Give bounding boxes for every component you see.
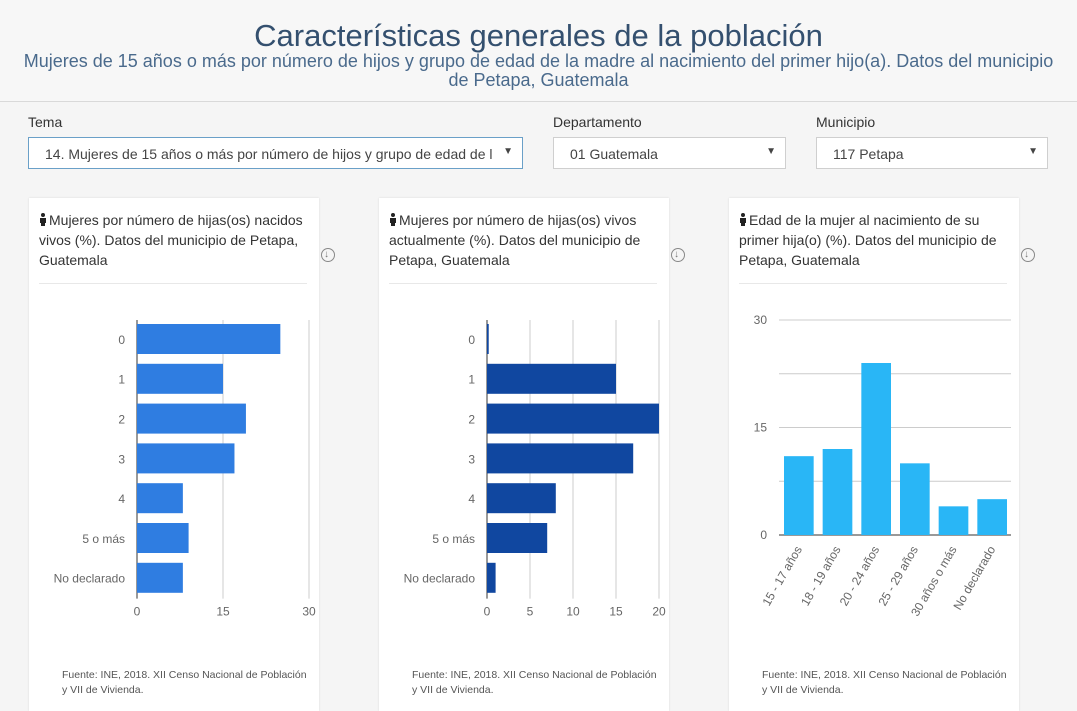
bar [137,363,223,394]
download-icon[interactable]: ↓ [671,248,685,262]
bar [977,499,1007,535]
tick-label: 15 [609,605,623,619]
category-label: No declarado [54,572,126,586]
category-label: 20 - 24 años [837,544,882,609]
divider [39,283,307,284]
category-label: No declarado [404,572,476,586]
tick-label: 0 [134,605,141,619]
tick-label: 15 [216,605,230,619]
divider [739,283,1007,284]
bar [137,403,246,434]
category-label: 3 [118,452,125,466]
category-label: 5 o más [82,532,125,546]
bar [900,463,930,535]
category-label: 4 [468,492,475,506]
tick-label: 15 [754,421,768,435]
chart-title: Mujeres por número de hijas(os) nacidos … [39,212,303,268]
bar [137,562,183,593]
source-note: Fuente: INE, 2018. XII Censo Nacional de… [412,669,657,696]
chart-card-hijos-vivos: Mujeres por número de hijas(os) vivos ac… [379,198,685,711]
tema-select[interactable]: 14. Mujeres de 15 años o más por número … [28,137,523,169]
caret-down-icon: ▼ [1028,146,1038,157]
tick-label: 30 [302,605,316,619]
bar [487,562,496,593]
woman-icon [39,213,46,226]
bar [487,483,556,514]
bar [822,449,853,535]
tick-label: 5 [527,605,534,619]
departamento-select[interactable]: 01 Guatemala ▼ [553,137,786,169]
tema-value: 14. Mujeres de 15 años o más por número … [45,146,493,162]
tick-label: 30 [754,313,768,327]
bar [938,506,969,535]
bar [137,324,281,354]
chart-2-svg: 0 5 10 15 20 0 1 2 3 4 5 o más No declarado [404,320,666,619]
page-title: Características generales de la població… [254,18,823,53]
source-note: Fuente: INE, 2018. XII Censo Nacional de… [762,669,1007,696]
category-label: 18 - 19 años [798,544,843,609]
chart-card-hijos-nacidos: Mujeres por número de hijas(os) nacidos … [29,198,335,711]
tick-label: 0 [760,528,767,542]
category-label: 0 [118,333,125,347]
category-label: 2 [468,413,475,427]
chart-card-edad-primer-hijo: Edad de la mujer al nacimiento de su pri… [729,198,1035,711]
caret-down-icon: ▼ [766,146,776,157]
category-label: 1 [468,373,475,387]
chart-1-svg: 0 15 30 0 1 2 3 4 5 o más No declarado [54,320,316,619]
departamento-label: Departamento [553,114,642,130]
page-subtitle: Mujeres de 15 años o más por número de h… [23,51,1054,90]
bar [137,443,235,474]
bar [487,443,634,474]
download-icon[interactable]: ↓ [1021,248,1035,262]
category-label: 2 [118,413,125,427]
category-label: 5 o más [432,532,475,546]
bar [137,483,183,514]
municipio-select[interactable]: 117 Petapa ▼ [816,137,1048,169]
bar [487,523,548,553]
departamento-value: 01 Guatemala [570,146,658,162]
municipio-label: Municipio [816,114,876,130]
category-label: 3 [468,452,475,466]
bar [487,403,659,434]
bar [487,324,489,354]
woman-icon [739,213,746,226]
bar [861,363,891,535]
source-note: Fuente: INE, 2018. XII Censo Nacional de… [62,669,307,696]
tick-label: 0 [484,605,491,619]
chart-title: Mujeres por número de hijas(os) vivos ac… [389,212,641,268]
chart-title: Edad de la mujer al nacimiento de su pri… [739,212,997,268]
caret-down-icon: ▼ [503,146,513,157]
divider [389,283,657,284]
category-label: 4 [118,492,125,506]
tema-label: Tema [28,114,63,130]
municipio-value: 117 Petapa [833,146,904,162]
tick-label: 20 [652,605,666,619]
page-header: Características generales de la població… [0,0,1077,102]
woman-icon [389,213,396,226]
category-label: 15 - 17 años [759,544,804,609]
bar [137,523,189,553]
download-icon[interactable]: ↓ [321,248,335,262]
category-label: 25 - 29 años [875,544,920,609]
category-label: 1 [118,373,125,387]
tick-label: 10 [566,605,580,619]
category-label: 0 [468,333,475,347]
bar [487,363,616,394]
bar [784,456,814,535]
